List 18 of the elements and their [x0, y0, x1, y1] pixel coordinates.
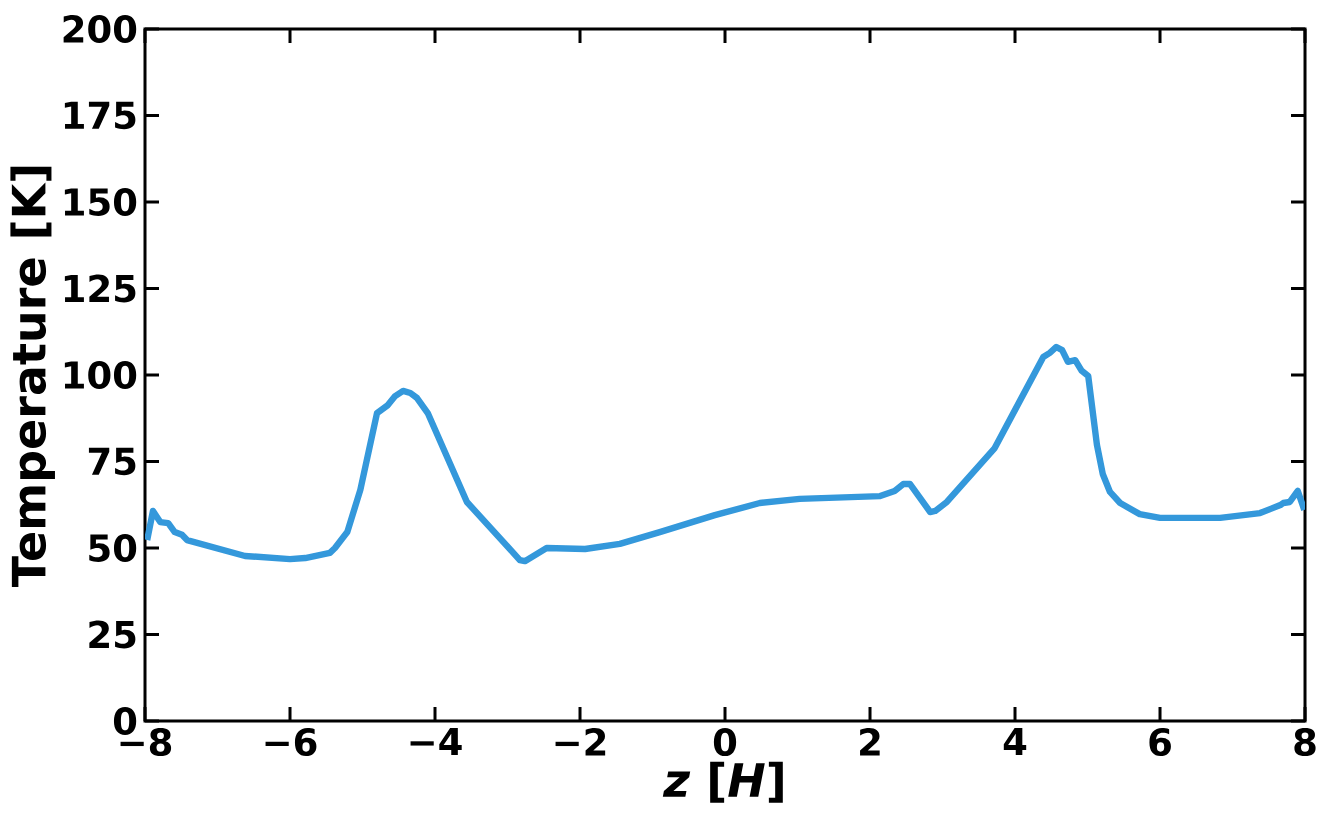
y-axis-title: Temperature [K] [10, 166, 55, 588]
y-tick-label: 75 [88, 447, 136, 476]
y-tick-label: 50 [89, 533, 137, 562]
x-tick-label: 8 [1294, 728, 1316, 757]
x-tick-label: 6 [1149, 728, 1171, 757]
y-tick-label: 25 [89, 620, 136, 649]
x-tick-label: −2 [555, 728, 606, 756]
y-tick-label: 125 [64, 274, 136, 303]
y-tick-label: 100 [64, 360, 137, 389]
y-tick-label: 175 [64, 101, 136, 130]
x-tick-label: −4 [410, 728, 462, 756]
y-tick-label: 150 [64, 187, 137, 216]
x-tick-label: −6 [265, 728, 317, 757]
x-tick-label: 2 [860, 728, 880, 756]
y-tick-label: 200 [63, 14, 137, 43]
x-axis-title: z [H] [662, 761, 783, 803]
x-tick-label: 0 [713, 728, 737, 757]
x-tick-label: 4 [1003, 728, 1027, 756]
